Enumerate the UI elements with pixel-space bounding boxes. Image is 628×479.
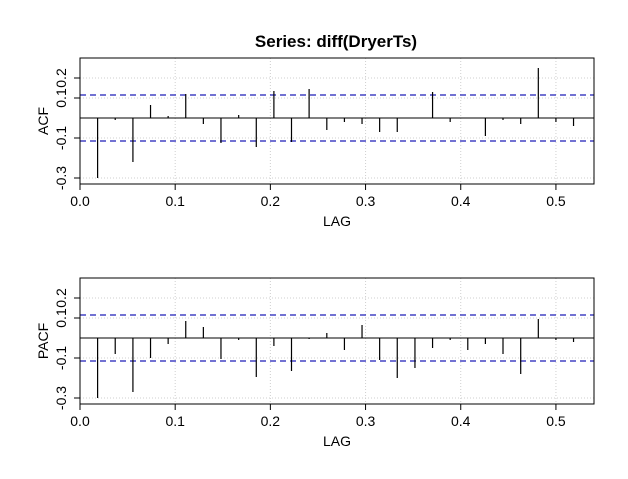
pacf-y-tick-label: 0.2 [53,288,69,308]
pacf-y-tick-label: 0.1 [53,308,69,328]
pacf-x-axis-label: LAG [323,433,351,449]
acf-y-tick-label: -0.3 [53,166,69,190]
acf-x-tick-label: 0.0 [70,193,90,209]
pacf-x-tick-label: 0.0 [70,413,90,429]
pacf-y-axis-label: PACF [35,323,51,359]
acf-x-tick-label: 0.3 [356,193,376,209]
pacf-y-tick-label: -0.3 [53,386,69,410]
acf-x-tick-label: 0.2 [261,193,281,209]
pacf-x-tick-label: 0.1 [165,413,185,429]
acf-x-tick-label: 0.1 [165,193,185,209]
acf-plot-frame [79,57,595,185]
pacf-x-tick-label: 0.2 [261,413,281,429]
acf-y-tick-label: 0.2 [53,68,69,88]
acf-y-tick-label: -0.1 [53,126,69,150]
acf-y-tick-label: 0.1 [53,88,69,108]
acf-x-tick-label: 0.4 [451,193,471,209]
acf-x-axis-label: LAG [323,213,351,229]
acf-x-tick-label: 0.5 [546,193,566,209]
pacf-x-tick-label: 0.4 [451,413,471,429]
pacf-y-tick-label: -0.1 [53,346,69,370]
pacf-x-tick-label: 0.3 [356,413,376,429]
pacf-plot-frame [79,277,595,405]
pacf-x-tick-label: 0.5 [546,413,566,429]
chart-title: Series: diff(DryerTs) [255,32,417,51]
acf-y-axis-label: ACF [35,107,51,135]
